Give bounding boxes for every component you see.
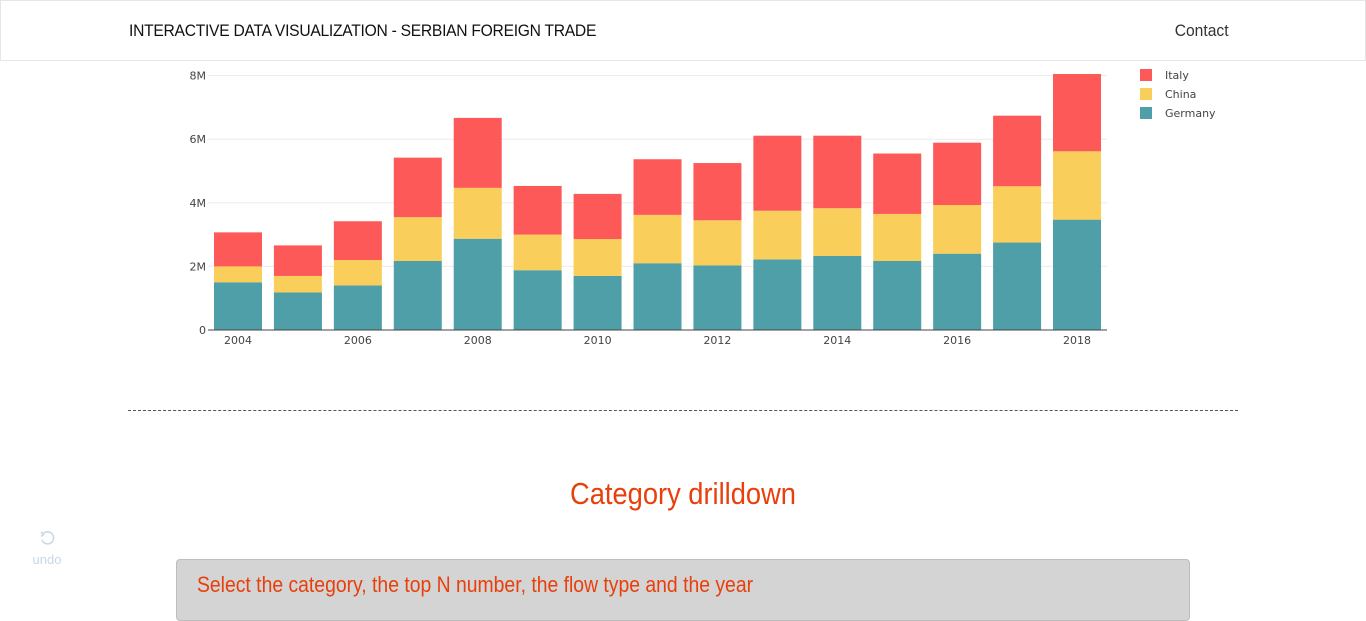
- bar-germany-2016: [933, 253, 982, 330]
- bar-germany-2005: [273, 292, 322, 330]
- x-tick-label: 2016: [943, 334, 971, 347]
- bar-italy-2014: [813, 135, 862, 209]
- x-tick-label: 2018: [1063, 334, 1091, 347]
- bar-italy-2016: [933, 142, 982, 206]
- bar-italy-2007: [393, 157, 442, 218]
- legend-label-china: China: [1165, 88, 1196, 101]
- bar-china-2014: [813, 208, 862, 256]
- bar-china-2017: [993, 186, 1042, 243]
- y-tick-label: 0: [199, 324, 206, 337]
- bar-germany-2012: [693, 265, 742, 330]
- bar-germany-2008: [453, 238, 502, 330]
- bar-italy-2015: [873, 153, 922, 214]
- bar-germany-2007: [393, 260, 442, 330]
- x-tick-label: 2010: [584, 334, 612, 347]
- legend-swatch-germany: [1140, 107, 1152, 119]
- bar-germany-2013: [753, 259, 802, 330]
- filter-panel: Select the category, the top N number, t…: [176, 559, 1190, 621]
- legend-label-italy: Italy: [1165, 69, 1189, 82]
- y-tick-label: 8M: [190, 70, 207, 83]
- bar-germany-2011: [633, 263, 682, 330]
- bar-italy-2008: [453, 117, 502, 188]
- bar-china-2004: [214, 266, 262, 283]
- bar-china-2007: [393, 217, 442, 261]
- bar-germany-2017: [993, 242, 1042, 330]
- bar-china-2016: [933, 205, 982, 254]
- x-tick-label: 2008: [464, 334, 492, 347]
- bar-germany-2004: [214, 282, 262, 330]
- bar-italy-2017: [993, 115, 1042, 187]
- bar-italy-2013: [753, 135, 802, 211]
- bar-italy-2011: [633, 159, 682, 215]
- bar-china-2010: [573, 239, 622, 276]
- section-divider: [128, 410, 1238, 411]
- trade-bar-chart[interactable]: 0 2M 4M 6M 8M 2004 2006 2008 2010 2012 2014 2016 201…: [0, 60, 1366, 360]
- bar-italy-2012: [693, 163, 742, 221]
- bar-germany-2015: [873, 260, 922, 330]
- bar-italy-2004: [214, 232, 262, 267]
- bar-italy-2005: [273, 245, 322, 276]
- y-tick-label: 6M: [190, 133, 207, 146]
- navbar: INTERACTIVE DATA VISUALIZATION - SERBIAN…: [0, 0, 1366, 61]
- bar-italy-2010: [573, 193, 622, 240]
- undo-label: undo: [32, 552, 62, 567]
- legend-label-germany: Germany: [1165, 107, 1216, 120]
- bar-germany-2006: [333, 285, 382, 330]
- x-tick-label: 2012: [703, 334, 731, 347]
- brand-title[interactable]: INTERACTIVE DATA VISUALIZATION - SERBIAN…: [129, 21, 597, 40]
- bar-germany-2018: [1053, 219, 1102, 330]
- undo-button[interactable]: undo: [27, 530, 67, 567]
- x-tick-label: 2014: [823, 334, 851, 347]
- bar-china-2012: [693, 220, 742, 266]
- bar-china-2018: [1053, 151, 1102, 220]
- contact-link[interactable]: Contact: [1175, 21, 1229, 40]
- bar-china-2006: [333, 260, 382, 286]
- bar-germany-2009: [513, 270, 562, 330]
- y-tick-label: 4M: [190, 197, 207, 210]
- bar-china-2008: [453, 187, 502, 239]
- bar-italy-2018: [1053, 74, 1102, 152]
- bar-italy-2006: [333, 221, 382, 261]
- bar-china-2015: [873, 213, 922, 261]
- x-tick-label: 2006: [344, 334, 372, 347]
- bar-italy-2009: [513, 185, 562, 235]
- legend-swatch-china: [1140, 88, 1152, 100]
- undo-icon: [40, 531, 55, 545]
- bar-germany-2014: [813, 255, 862, 330]
- filter-panel-title: Select the category, the top N number, t…: [197, 572, 754, 597]
- y-tick-label: 2M: [190, 260, 207, 273]
- bar-china-2011: [633, 214, 682, 264]
- x-tick-label: 2004: [224, 334, 252, 347]
- legend-swatch-italy: [1140, 69, 1152, 81]
- bar-germany-2010: [573, 275, 622, 330]
- bar-china-2005: [273, 275, 322, 293]
- bar-china-2009: [513, 234, 562, 271]
- bar-china-2013: [753, 210, 802, 260]
- section-title: Category drilldown: [570, 476, 796, 511]
